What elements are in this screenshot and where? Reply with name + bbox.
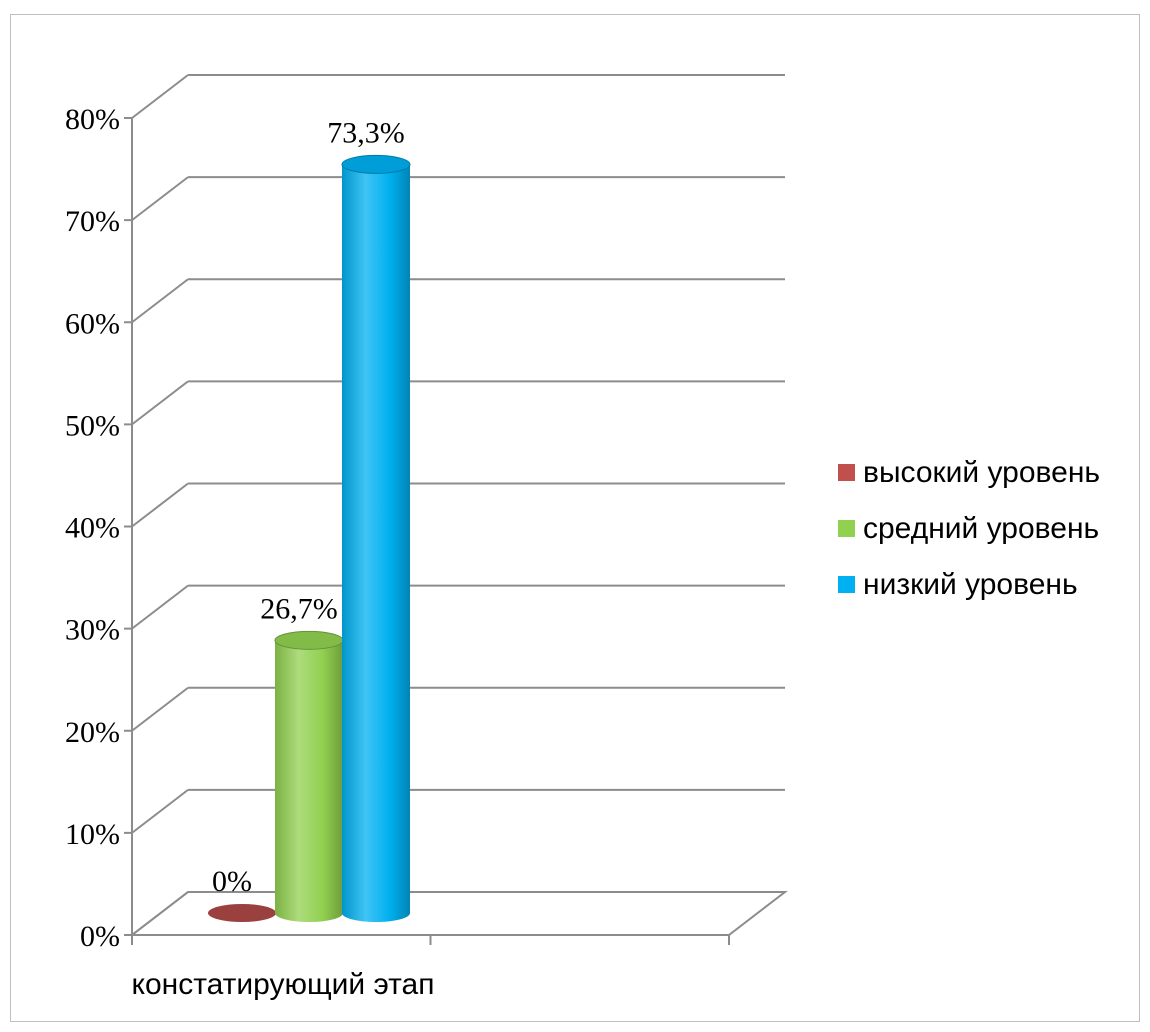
side-gridline <box>131 584 189 630</box>
bar-top <box>274 630 344 650</box>
legend-swatch <box>838 576 855 593</box>
bar-top <box>341 154 411 174</box>
bar-body <box>275 640 343 922</box>
y-tick-label: 60% <box>65 307 120 340</box>
bar-1 <box>208 904 276 922</box>
side-gridline <box>131 686 189 732</box>
y-tick-label: 30% <box>65 614 120 647</box>
legend-item: высокий уровень <box>838 456 1100 489</box>
bar-3 <box>341 154 411 922</box>
side-gridline <box>131 482 189 528</box>
x-category-label: констатирующий этап <box>131 968 434 1001</box>
axis-layer: 0% 10% 20% 30% 40% 50% 60% 70% 80% констатирующий… <box>65 103 730 1001</box>
y-tick-label: 10% <box>65 818 120 851</box>
side-gridline <box>131 789 189 834</box>
grid-layer <box>129 74 788 936</box>
y-tick-label: 20% <box>65 716 120 749</box>
legend-swatch <box>838 464 855 481</box>
y-tick-label: 0% <box>80 920 120 953</box>
chart-floor <box>129 891 788 936</box>
legend-item: низкий уровень <box>838 568 1078 601</box>
legend-label: низкий уровень <box>863 568 1078 601</box>
side-gridline <box>131 380 189 426</box>
y-tick-label: 50% <box>65 409 120 442</box>
legend-label: высокий уровень <box>863 456 1100 489</box>
legend-label: средний уровень <box>863 512 1099 545</box>
data-label: 73,3% <box>327 116 405 149</box>
bar-2 <box>274 630 344 922</box>
y-tick-label: 70% <box>65 205 120 238</box>
bars-layer <box>208 154 411 922</box>
y-tick-label: 80% <box>65 103 120 136</box>
chart-frame <box>10 14 1140 1022</box>
bar-body <box>342 164 410 922</box>
bar-top <box>208 904 276 922</box>
side-gridline <box>131 278 189 324</box>
side-gridline <box>131 74 189 119</box>
data-label: 0% <box>212 865 252 898</box>
data-label: 26,7% <box>260 592 338 625</box>
side-gridline <box>131 176 189 221</box>
legend-swatch <box>838 520 855 537</box>
labels-layer: 0% 26,7% 73,3% <box>212 116 405 898</box>
legend-item: средний уровень <box>838 512 1099 545</box>
y-tick-label: 40% <box>65 512 120 545</box>
legend: высокий уровень средний уровень низкий уро… <box>838 456 1100 601</box>
